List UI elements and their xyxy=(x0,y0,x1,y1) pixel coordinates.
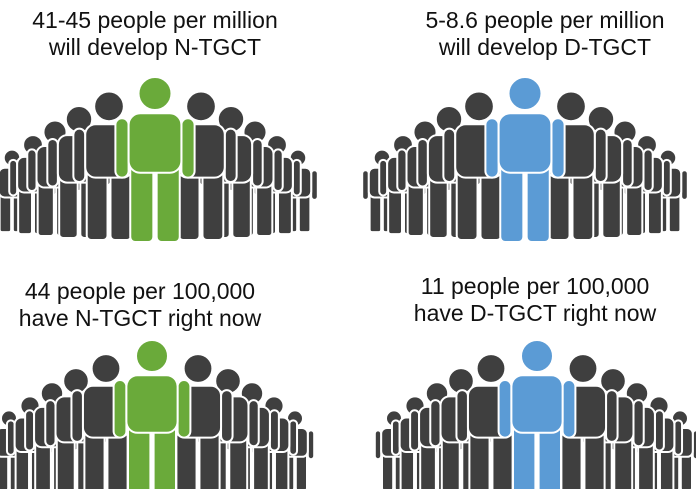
panel-text: have D-TGCT right now xyxy=(414,300,657,326)
person-arm xyxy=(293,160,301,196)
person-arm xyxy=(252,139,263,187)
person-arm xyxy=(27,149,36,191)
panel-text: 11 people per 100,000 xyxy=(421,273,650,299)
panel-text: 5-8.6 people per million xyxy=(425,7,664,33)
infographic: 41-45 people per million will develop N-… xyxy=(0,0,696,489)
person-arm xyxy=(181,118,194,177)
person-arm xyxy=(643,149,652,191)
person-arm xyxy=(225,129,237,182)
person-arm xyxy=(456,390,468,442)
person-arm xyxy=(392,420,400,455)
person-torso xyxy=(499,113,552,172)
person-head xyxy=(521,340,553,372)
person-arm xyxy=(73,129,85,182)
person-arm xyxy=(633,400,643,446)
panel: 11 people per 100,000 have D-TGCT right … xyxy=(414,273,657,326)
panel: 41-45 people per million will develop N-… xyxy=(32,7,278,60)
person-arm xyxy=(45,400,55,446)
person-head xyxy=(136,340,168,372)
person-head xyxy=(184,354,213,383)
person-head xyxy=(94,92,124,122)
person-head xyxy=(477,354,506,383)
person-arm xyxy=(663,160,671,196)
crowd xyxy=(0,77,318,242)
person-arm xyxy=(430,400,440,446)
panel: 5-8.6 people per million will develop D-… xyxy=(425,7,664,60)
crowd xyxy=(375,340,696,489)
person-arm xyxy=(25,410,34,450)
person-arm xyxy=(178,380,191,438)
person-torso xyxy=(126,375,177,433)
person-arm xyxy=(114,380,127,438)
panel-text: will develop N-TGCT xyxy=(48,34,261,60)
person-arm xyxy=(47,139,58,187)
panel-text: 41-45 people per million xyxy=(32,7,278,33)
person-arm xyxy=(595,129,607,182)
person-head xyxy=(464,92,494,122)
crowd xyxy=(362,77,688,242)
person-arm xyxy=(273,149,282,191)
person-head xyxy=(92,354,121,383)
person-arm xyxy=(71,390,83,442)
person-arm xyxy=(485,118,498,177)
person-arm xyxy=(270,410,279,450)
person-arm xyxy=(622,139,633,187)
person-arm xyxy=(655,410,664,450)
person-head xyxy=(556,92,586,122)
person-arm xyxy=(397,149,406,191)
person-torso xyxy=(511,375,562,433)
person-arm xyxy=(499,380,512,438)
person-arm xyxy=(674,420,682,455)
person-arm xyxy=(221,390,233,442)
person-arm xyxy=(443,129,455,182)
person-arm xyxy=(563,380,576,438)
crowd xyxy=(0,340,314,489)
person-head xyxy=(509,77,542,110)
panel-text: 44 people per 100,000 xyxy=(25,278,255,304)
person-arm xyxy=(551,118,564,177)
person-head xyxy=(139,77,172,110)
panel: 44 people per 100,000 have N-TGCT right … xyxy=(19,278,262,331)
panel-text: will develop D-TGCT xyxy=(438,34,651,60)
person-torso xyxy=(129,113,182,172)
person-head xyxy=(569,354,598,383)
person-arm xyxy=(248,400,258,446)
person-arm xyxy=(379,160,387,196)
person-arm xyxy=(417,139,428,187)
person-arm xyxy=(115,118,128,177)
person-arm xyxy=(289,420,297,455)
person-arm xyxy=(9,160,17,196)
person-arm xyxy=(410,410,419,450)
person-head xyxy=(186,92,216,122)
panel-text: have N-TGCT right now xyxy=(19,305,262,331)
person-arm xyxy=(606,390,618,442)
person-arm xyxy=(7,420,15,455)
